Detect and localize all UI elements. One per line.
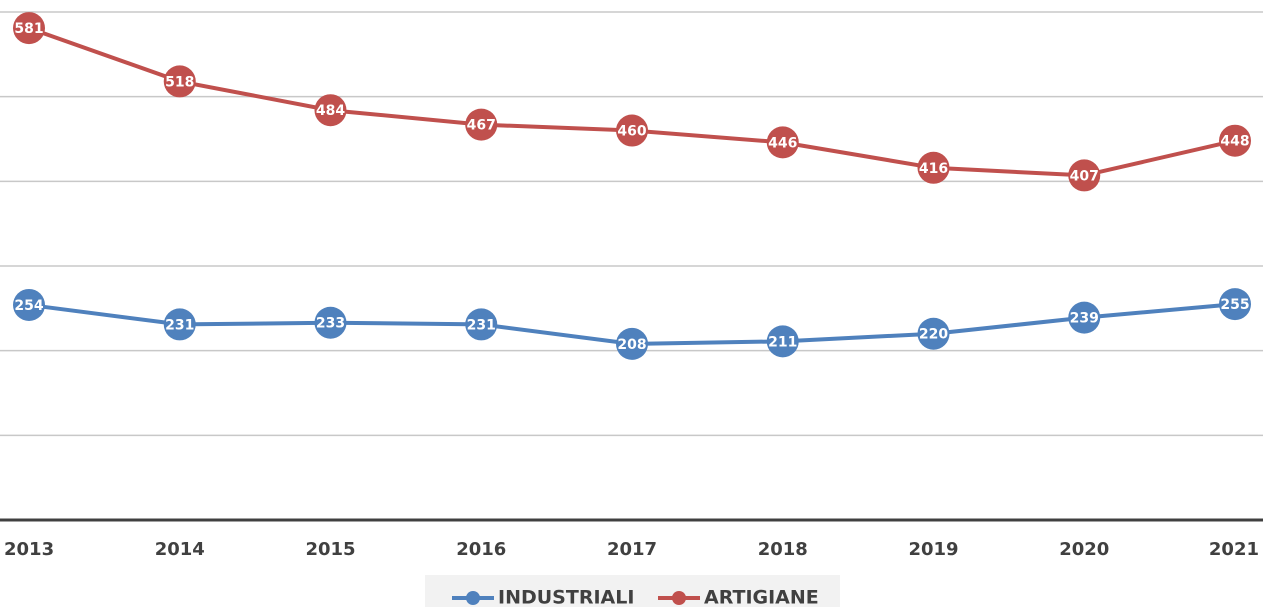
data-label: 416 — [919, 161, 948, 177]
point — [766, 325, 799, 358]
point — [1219, 288, 1251, 321]
data-label: 448 — [1220, 134, 1249, 150]
point — [766, 126, 799, 159]
data-label: 484 — [316, 103, 345, 119]
x-tick-label: 2017 — [607, 539, 657, 560]
legend-marker — [466, 591, 480, 605]
data-label: 407 — [1070, 168, 1099, 184]
data-label: 581 — [14, 21, 43, 37]
data-label: 239 — [1070, 311, 1099, 327]
point — [163, 65, 196, 98]
x-tick-label: 2014 — [155, 539, 205, 560]
point — [1219, 124, 1251, 157]
x-tick-label: 2019 — [908, 539, 958, 560]
point — [163, 308, 196, 341]
point — [917, 151, 950, 184]
data-label: 231 — [467, 317, 496, 333]
point — [616, 327, 648, 360]
data-label: 460 — [617, 124, 646, 140]
legend-label: INDUSTRIALI — [498, 587, 634, 607]
point — [13, 12, 45, 45]
x-tick-label: 2013 — [4, 539, 54, 560]
data-label: 467 — [467, 118, 496, 134]
series-line — [28, 26, 1236, 178]
data-label: 254 — [14, 298, 43, 314]
data-label: 208 — [617, 337, 646, 353]
data-label: 231 — [165, 317, 194, 333]
point — [1068, 301, 1101, 334]
data-label: 446 — [768, 135, 797, 151]
data-label: 220 — [919, 327, 948, 343]
x-tick-label: 2018 — [758, 539, 808, 560]
point — [314, 94, 347, 127]
point — [465, 108, 498, 141]
point — [616, 114, 648, 147]
data-label: 255 — [1220, 297, 1249, 313]
x-tick-label: 2021 — [1209, 539, 1259, 560]
data-label: 518 — [165, 74, 194, 90]
legend-marker — [672, 591, 686, 605]
data-label: 211 — [768, 334, 797, 350]
data-label: 233 — [316, 316, 345, 332]
x-tick-label: 2015 — [305, 539, 355, 560]
point — [1068, 159, 1101, 192]
point — [917, 317, 950, 350]
point — [465, 308, 498, 341]
x-tick-label: 2016 — [456, 539, 506, 560]
legend-box — [425, 575, 840, 607]
x-tick-label: 2020 — [1059, 539, 1109, 560]
point — [13, 288, 45, 321]
point — [314, 306, 347, 339]
legend-label: ARTIGIANE — [704, 587, 819, 607]
